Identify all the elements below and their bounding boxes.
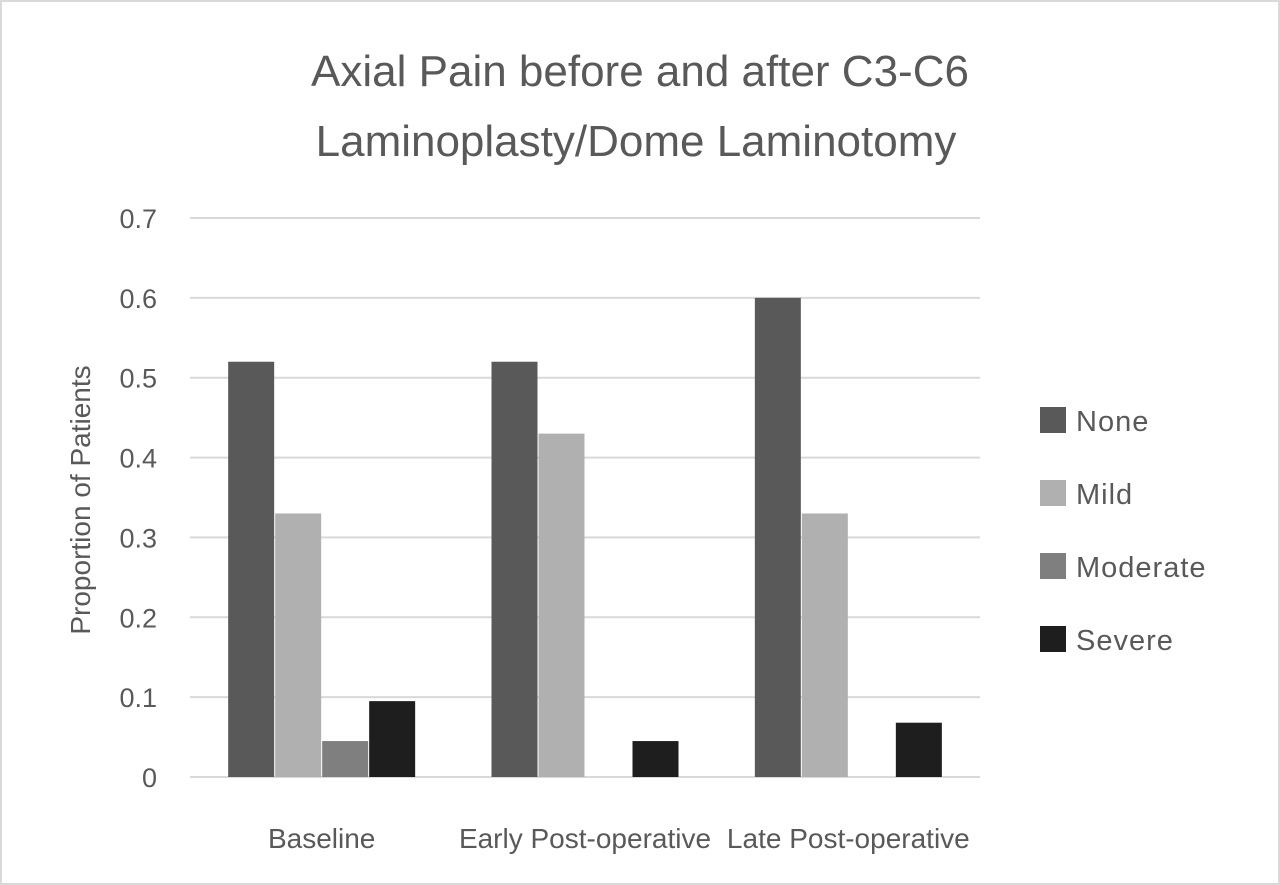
legend-label-mild: Mild — [1076, 479, 1133, 511]
bar-mild-2 — [538, 433, 585, 777]
chart-title: Axial Pain before and after C3-C6 Lamino… — [311, 47, 969, 166]
x-category-label: Baseline — [268, 823, 375, 854]
y-tick-label: 0 — [142, 763, 157, 793]
y-tick-label: 0.5 — [119, 364, 157, 394]
legend-label-severe: Severe — [1076, 625, 1174, 657]
bar-none-1 — [228, 361, 275, 777]
x-category-label: Late Post-operative — [727, 823, 970, 854]
legend-swatch-moderate — [1040, 553, 1066, 579]
legend: None Mild Moderate Severe — [1040, 406, 1207, 657]
chart-title-line-2: Laminoplasty/Dome Laminotomy — [316, 117, 957, 166]
bar-mild-1 — [275, 513, 322, 777]
y-tick-label: 0.1 — [119, 683, 157, 713]
bar-none-3 — [754, 297, 801, 777]
legend-label-none: None — [1076, 406, 1149, 438]
x-axis-categories: Baseline Early Post-operative Late Post-op… — [268, 823, 970, 854]
y-tick-label: 0.2 — [119, 603, 157, 633]
y-tick-label: 0.7 — [119, 204, 157, 234]
y-tick-label: 0.6 — [119, 284, 157, 314]
legend-label-moderate: Moderate — [1076, 552, 1207, 584]
legend-swatch-severe — [1040, 626, 1066, 652]
x-category-label: Early Post-operative — [459, 823, 711, 854]
bar-severe-1 — [369, 701, 416, 777]
bar-none-2 — [491, 361, 538, 777]
bar-mild-3 — [801, 513, 848, 777]
y-axis-label: Proportion of Patients — [65, 365, 96, 634]
gridlines — [190, 217, 980, 778]
y-axis-ticks: 0 0.1 0.2 0.3 0.4 0.5 0.6 0.7 — [119, 204, 157, 793]
bar-severe-2 — [632, 741, 679, 777]
bar-severe-3 — [895, 722, 942, 777]
chart-title-line-1: Axial Pain before and after C3-C6 — [311, 47, 969, 96]
legend-swatch-none — [1040, 407, 1066, 433]
legend-swatch-mild — [1040, 480, 1066, 506]
y-tick-label: 0.4 — [119, 444, 157, 474]
bars — [228, 297, 942, 777]
bar-moderate-1 — [322, 741, 369, 777]
y-tick-label: 0.3 — [119, 523, 157, 553]
